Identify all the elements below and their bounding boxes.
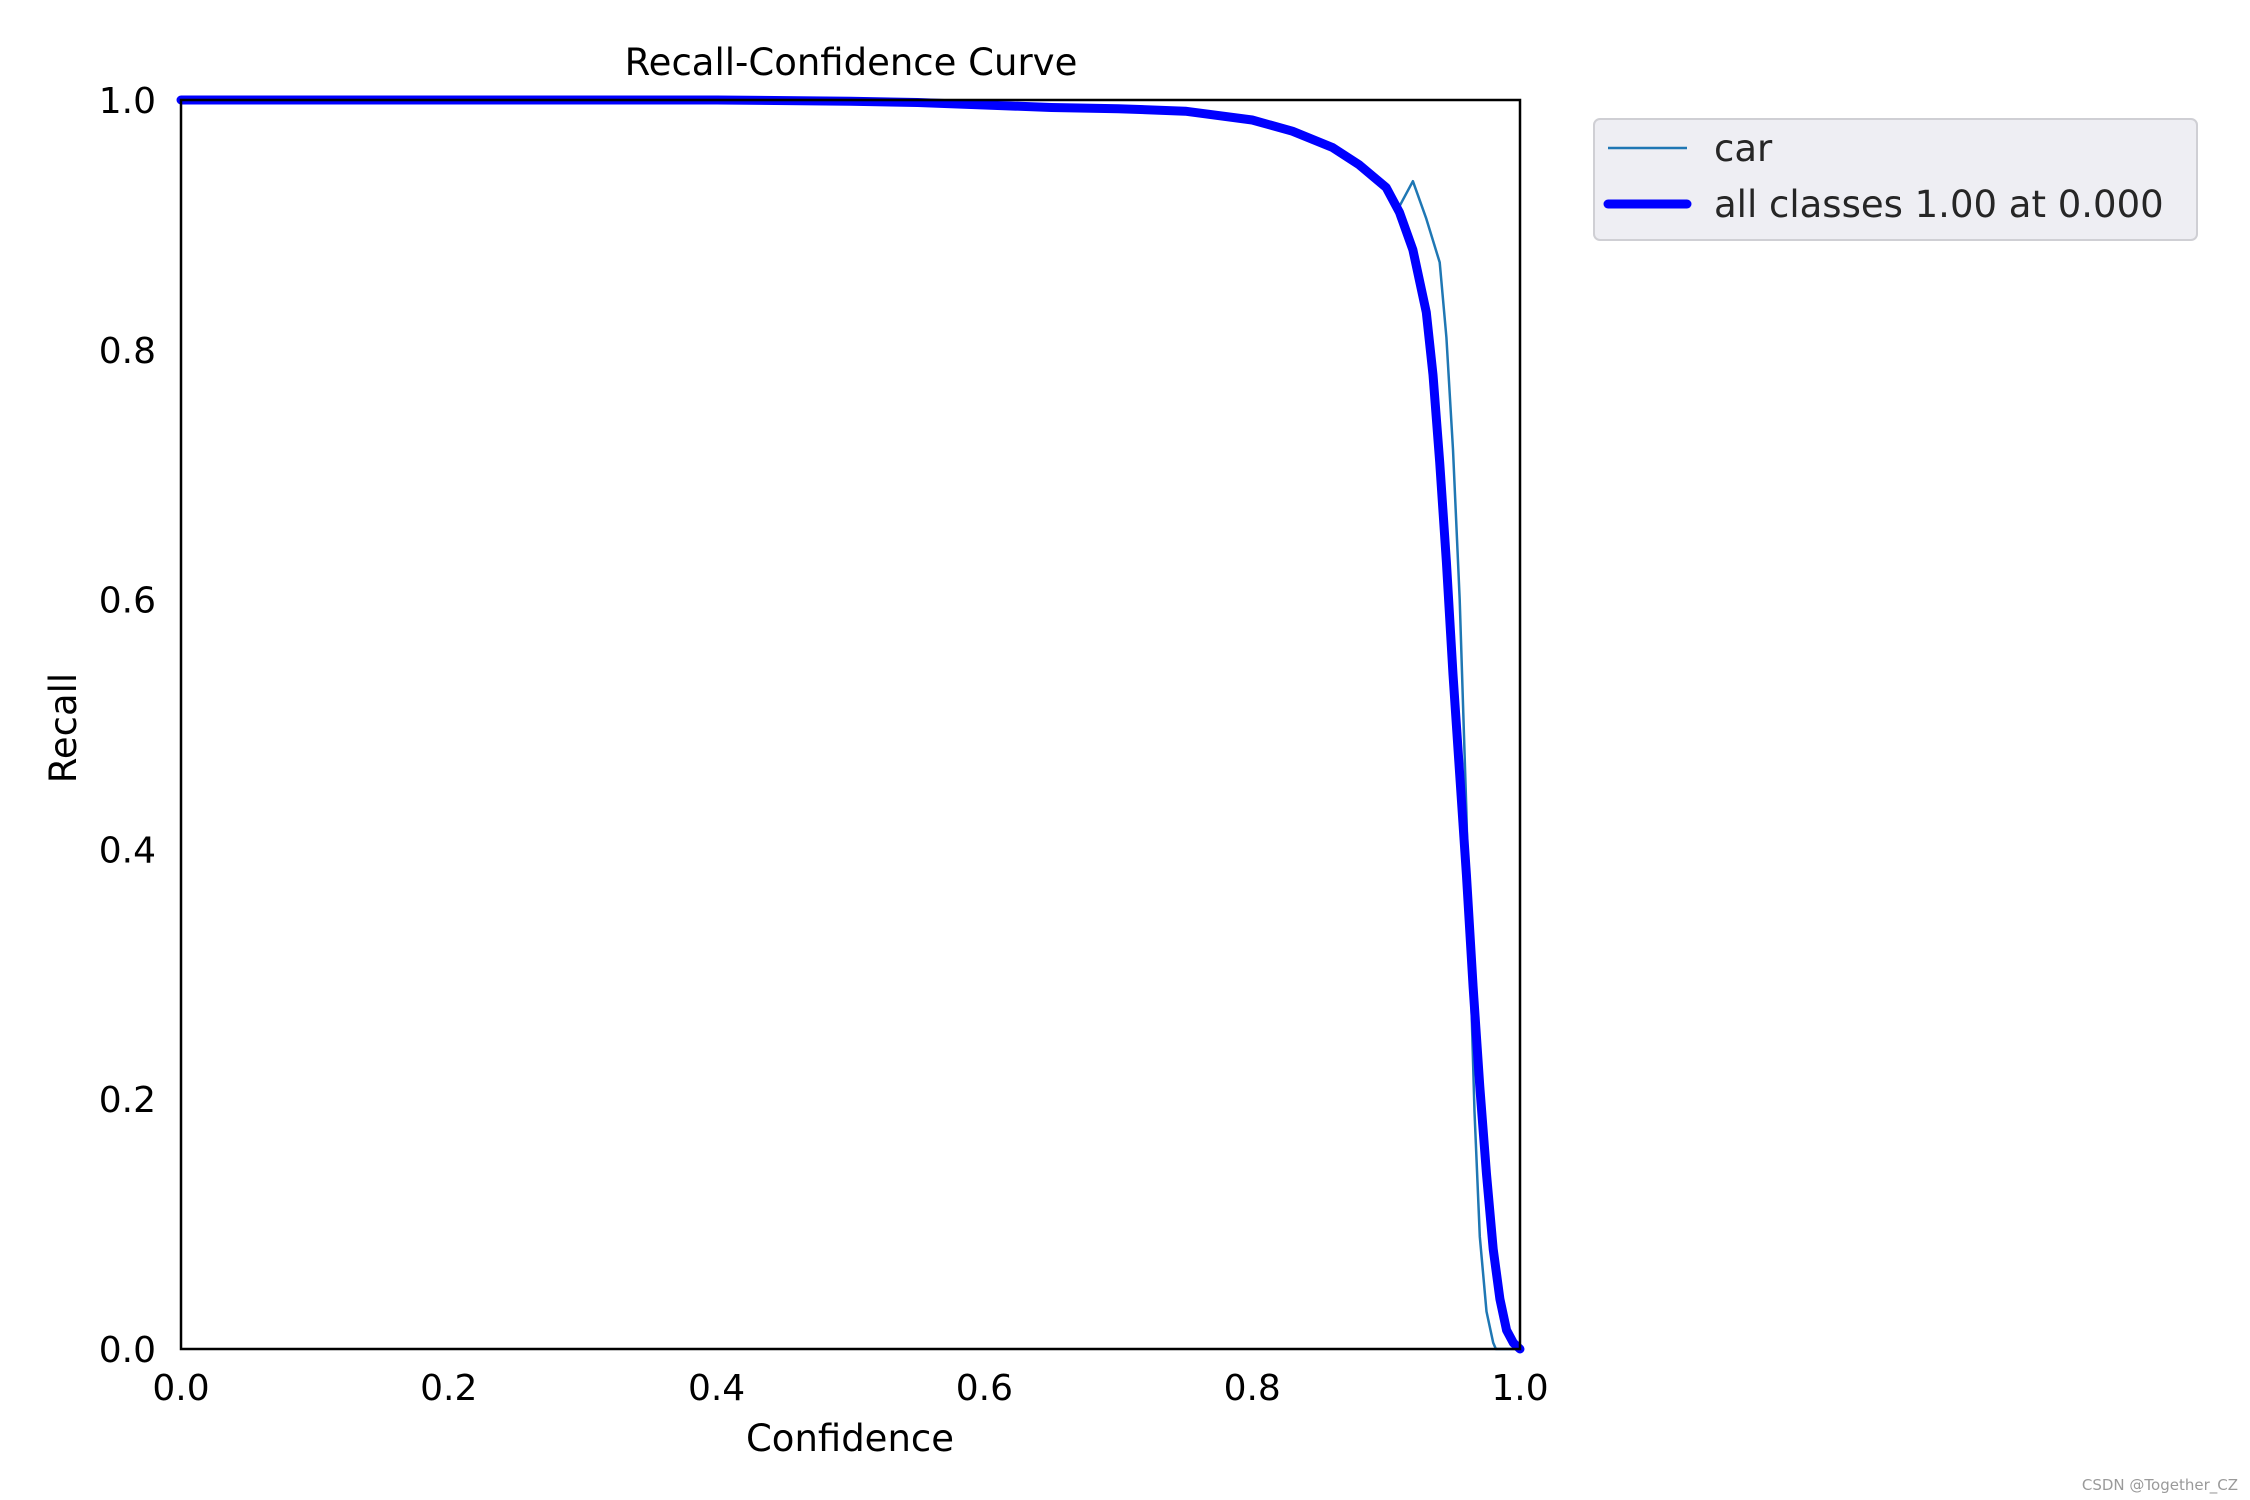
y-tick-label: 0.2	[99, 1080, 156, 1121]
x-axis-label: Confidence	[746, 1417, 954, 1460]
x-tick-label: 0.4	[688, 1368, 745, 1409]
chart-title: Recall-Confidence Curve	[625, 41, 1078, 84]
plot-area	[176, 95, 1525, 1354]
x-axis-ticks: 0.0 0.2 0.4 0.6 0.8 1.0	[152, 1368, 1548, 1409]
legend-label-car: car	[1714, 127, 1773, 170]
y-tick-label: 0.4	[99, 830, 156, 871]
legend-label-all-classes: all classes 1.00 at 0.000	[1714, 183, 2164, 226]
y-tick-label: 0.0	[99, 1330, 156, 1371]
x-tick-label: 0.0	[152, 1368, 209, 1409]
y-axis-label: Recall	[42, 673, 85, 783]
x-tick-label: 0.8	[1224, 1368, 1281, 1409]
legend-box	[1593, 118, 2198, 241]
x-tick-label: 0.2	[420, 1368, 477, 1409]
series-line-all-classes	[176, 95, 1525, 1354]
x-tick-label: 1.0	[1491, 1368, 1548, 1409]
x-tick-label: 0.6	[956, 1368, 1013, 1409]
watermark-text: CSDN @Together_CZ	[2081, 1476, 2238, 1494]
y-axis-ticks: 0.0 0.2 0.4 0.6 0.8 1.0	[99, 81, 156, 1371]
y-tick-label: 0.8	[99, 331, 156, 372]
plot-frame	[179, 98, 1522, 1351]
legend: car all classes 1.00 at 0.000	[1593, 118, 2198, 241]
y-tick-label: 1.0	[99, 81, 156, 122]
y-tick-label: 0.6	[99, 581, 156, 622]
